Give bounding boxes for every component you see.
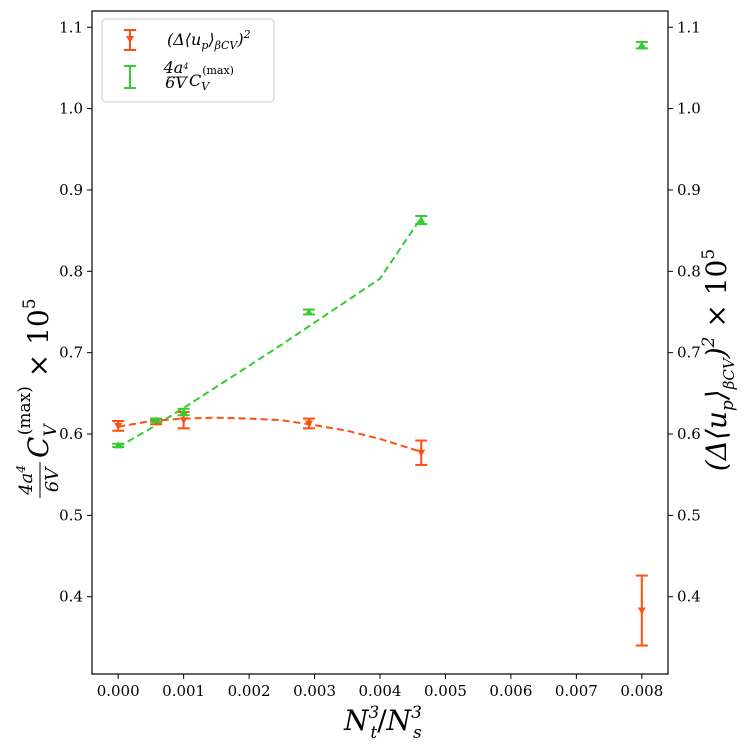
x-tick-label: 0.006 (489, 682, 532, 700)
data-point-series-1 (112, 420, 125, 432)
left-y-tick-label: 0.6 (59, 425, 83, 443)
left-y-tick-label: 0.8 (59, 262, 83, 280)
x-axis-ticks: 0.000 0.001 0.002 0.003 0.004 0.005 0.006 0.007… (97, 674, 663, 700)
marker (152, 416, 161, 424)
data-point-series-2 (415, 215, 428, 226)
x-tick-label: 0.008 (620, 682, 663, 700)
right-y-tick-label: 0.6 (677, 425, 701, 443)
left-y-axis-ticks: 0.4 0.5 0.6 0.7 0.8 0.9 1.0 1.1 (59, 18, 92, 606)
data-point-series-2 (177, 407, 190, 417)
fit-curves (117, 217, 423, 453)
data-point-series-2 (635, 40, 648, 50)
svg-text:(Δ⟨up⟩βCV)2 × 105: (Δ⟨up⟩βCV)2 × 105 (699, 249, 738, 471)
data-point-series-2 (112, 441, 125, 449)
right-y-axis-ticks: 0.4 0.5 0.6 0.7 0.8 0.9 1.0 1.1 (668, 18, 701, 606)
x-tick-label: 0.003 (293, 682, 336, 700)
right-y-axis-title: (Δ⟨up⟩βCV)2 × 105 (699, 249, 738, 471)
svg-text:(Δ⟨up⟩βCV)2: (Δ⟨up⟩βCV)2 (167, 28, 251, 52)
legend: (Δ⟨up⟩βCV)2 4a4 6V CV(max) (101, 18, 275, 103)
marker (304, 420, 313, 428)
left-y-tick-label: 0.7 (59, 344, 83, 362)
right-y-tick-label: 0.9 (677, 181, 701, 199)
data-points (112, 40, 648, 647)
x-tick-label: 0.000 (97, 682, 140, 700)
right-y-tick-label: 0.4 (677, 588, 701, 606)
right-y-tick-label: 0.5 (677, 506, 701, 524)
svg-text:CV(max) × 105: CV(max) × 105 (15, 298, 61, 458)
right-y-tick-label: 1.1 (677, 18, 701, 36)
legend-frame (101, 18, 275, 103)
data-point-series-1 (635, 574, 648, 647)
right-y-tick-label: 0.8 (677, 262, 701, 280)
data-point-series-2 (302, 307, 315, 316)
plot-area-frame (91, 10, 669, 675)
marker (637, 607, 646, 615)
svg-text:4a4: 4a4 (163, 58, 189, 77)
marker (417, 449, 426, 457)
left-y-tick-label: 0.9 (59, 181, 83, 199)
svg-text:6V: 6V (165, 73, 188, 92)
right-y-tick-label: 0.7 (677, 344, 701, 362)
left-y-tick-label: 0.4 (59, 588, 83, 606)
x-tick-label: 0.005 (424, 682, 467, 700)
left-y-tick-label: 1.0 (59, 100, 83, 118)
x-tick-label: 0.001 (162, 682, 205, 700)
marker (304, 307, 313, 315)
x-tick-label: 0.002 (228, 682, 271, 700)
left-y-tick-label: 1.1 (59, 18, 83, 36)
x-tick-label: 0.004 (359, 682, 402, 700)
marker (179, 417, 188, 425)
marker (179, 408, 188, 416)
data-point-series-1 (415, 439, 428, 466)
marker (114, 441, 123, 449)
data-point-series-1 (302, 417, 315, 430)
svg-text:6V: 6V (42, 466, 63, 492)
left-y-tick-label: 0.5 (59, 506, 83, 524)
fit-curve-series-1 (118, 416, 422, 453)
right-y-tick-label: 1.0 (677, 100, 701, 118)
fit-curve-series-2 (117, 217, 423, 448)
marker (114, 422, 123, 430)
x-tick-label: 0.007 (555, 682, 598, 700)
marker (637, 41, 646, 49)
legend-entry-orange: (Δ⟨up⟩βCV)2 (124, 28, 251, 52)
marker (417, 216, 426, 224)
svg-text:4a4: 4a4 (14, 465, 37, 496)
left-y-axis-title: 4a4 6V CV(max) × 105 (14, 298, 63, 498)
data-point-series-2 (150, 416, 163, 424)
x-axis-title: N3 t/N3 s (343, 703, 422, 743)
